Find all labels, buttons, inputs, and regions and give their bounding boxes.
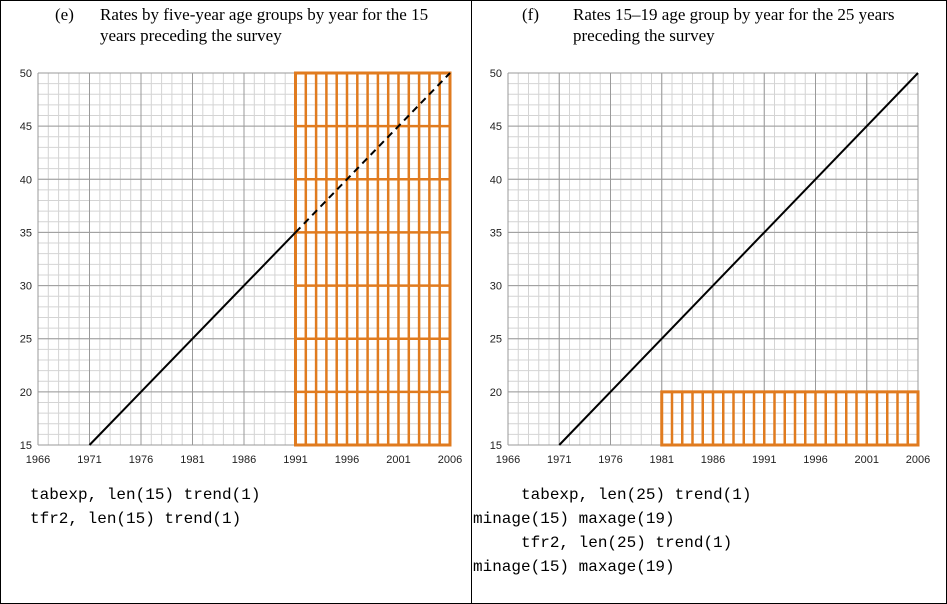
code-line: tfr2, len(25) trend(1) [473,534,733,552]
y-tick-label: 15 [490,440,502,452]
y-tick-label: 20 [20,387,32,399]
x-tick-label: 1991 [283,454,307,466]
x-tick-label: 1976 [598,454,622,466]
x-tick-label: 1971 [77,454,101,466]
code-line: tabexp, len(25) trend(1) [473,486,752,504]
y-tick-label: 25 [20,334,32,346]
x-tick-label: 2006 [906,454,930,466]
code-block: tabexp, len(25) trend(1) minage(15) maxag… [473,483,751,579]
x-tick-label: 1981 [650,454,674,466]
x-tick-label: 2001 [386,454,410,466]
x-tick-label: 1976 [129,454,153,466]
x-tick-label: 2001 [855,454,879,466]
x-tick-label: 1966 [496,454,520,466]
data-line [294,72,451,234]
panel-label: (e) [55,5,74,24]
data-line [88,231,297,446]
x-tick-label: 1981 [180,454,204,466]
code-line: tabexp, len(15) trend(1) [30,486,261,504]
y-tick-label: 30 [490,281,502,293]
y-tick-label: 25 [490,334,502,346]
code-line: tfr2, len(15) trend(1) [30,510,242,528]
x-tick-label: 1996 [335,454,359,466]
x-tick-label: 1991 [752,454,776,466]
y-tick-label: 40 [490,174,502,186]
chart-title: Rates by five-year age groups by year fo… [100,5,429,45]
region [294,71,452,447]
x-tick-label: 1971 [547,454,571,466]
y-tick-label: 45 [20,121,32,133]
chart-title: Rates 15–19 age group by year for the 25… [573,5,895,45]
y-tick-label: 40 [20,174,32,186]
y-tick-label: 20 [490,387,502,399]
y-tick-label: 15 [20,440,32,452]
y-tick-label: 30 [20,281,32,293]
y-tick-label: 50 [490,68,502,80]
x-tick-label: 2006 [438,454,462,466]
y-tick-label: 50 [20,68,32,80]
region [660,390,920,447]
code-block: tabexp, len(15) trend(1) tfr2, len(15) tr… [30,483,260,531]
x-tick-label: 1966 [26,454,50,466]
x-tick-label: 1986 [232,454,256,466]
y-tick-label: 35 [490,227,502,239]
panel-label: (f) [522,5,539,24]
x-tick-label: 1996 [803,454,827,466]
code-line: minage(15) maxage(19) [473,558,675,576]
data-line [558,72,919,446]
code-line: minage(15) maxage(19) [473,510,675,528]
y-tick-label: 35 [20,227,32,239]
y-tick-label: 45 [490,121,502,133]
x-tick-label: 1986 [701,454,725,466]
